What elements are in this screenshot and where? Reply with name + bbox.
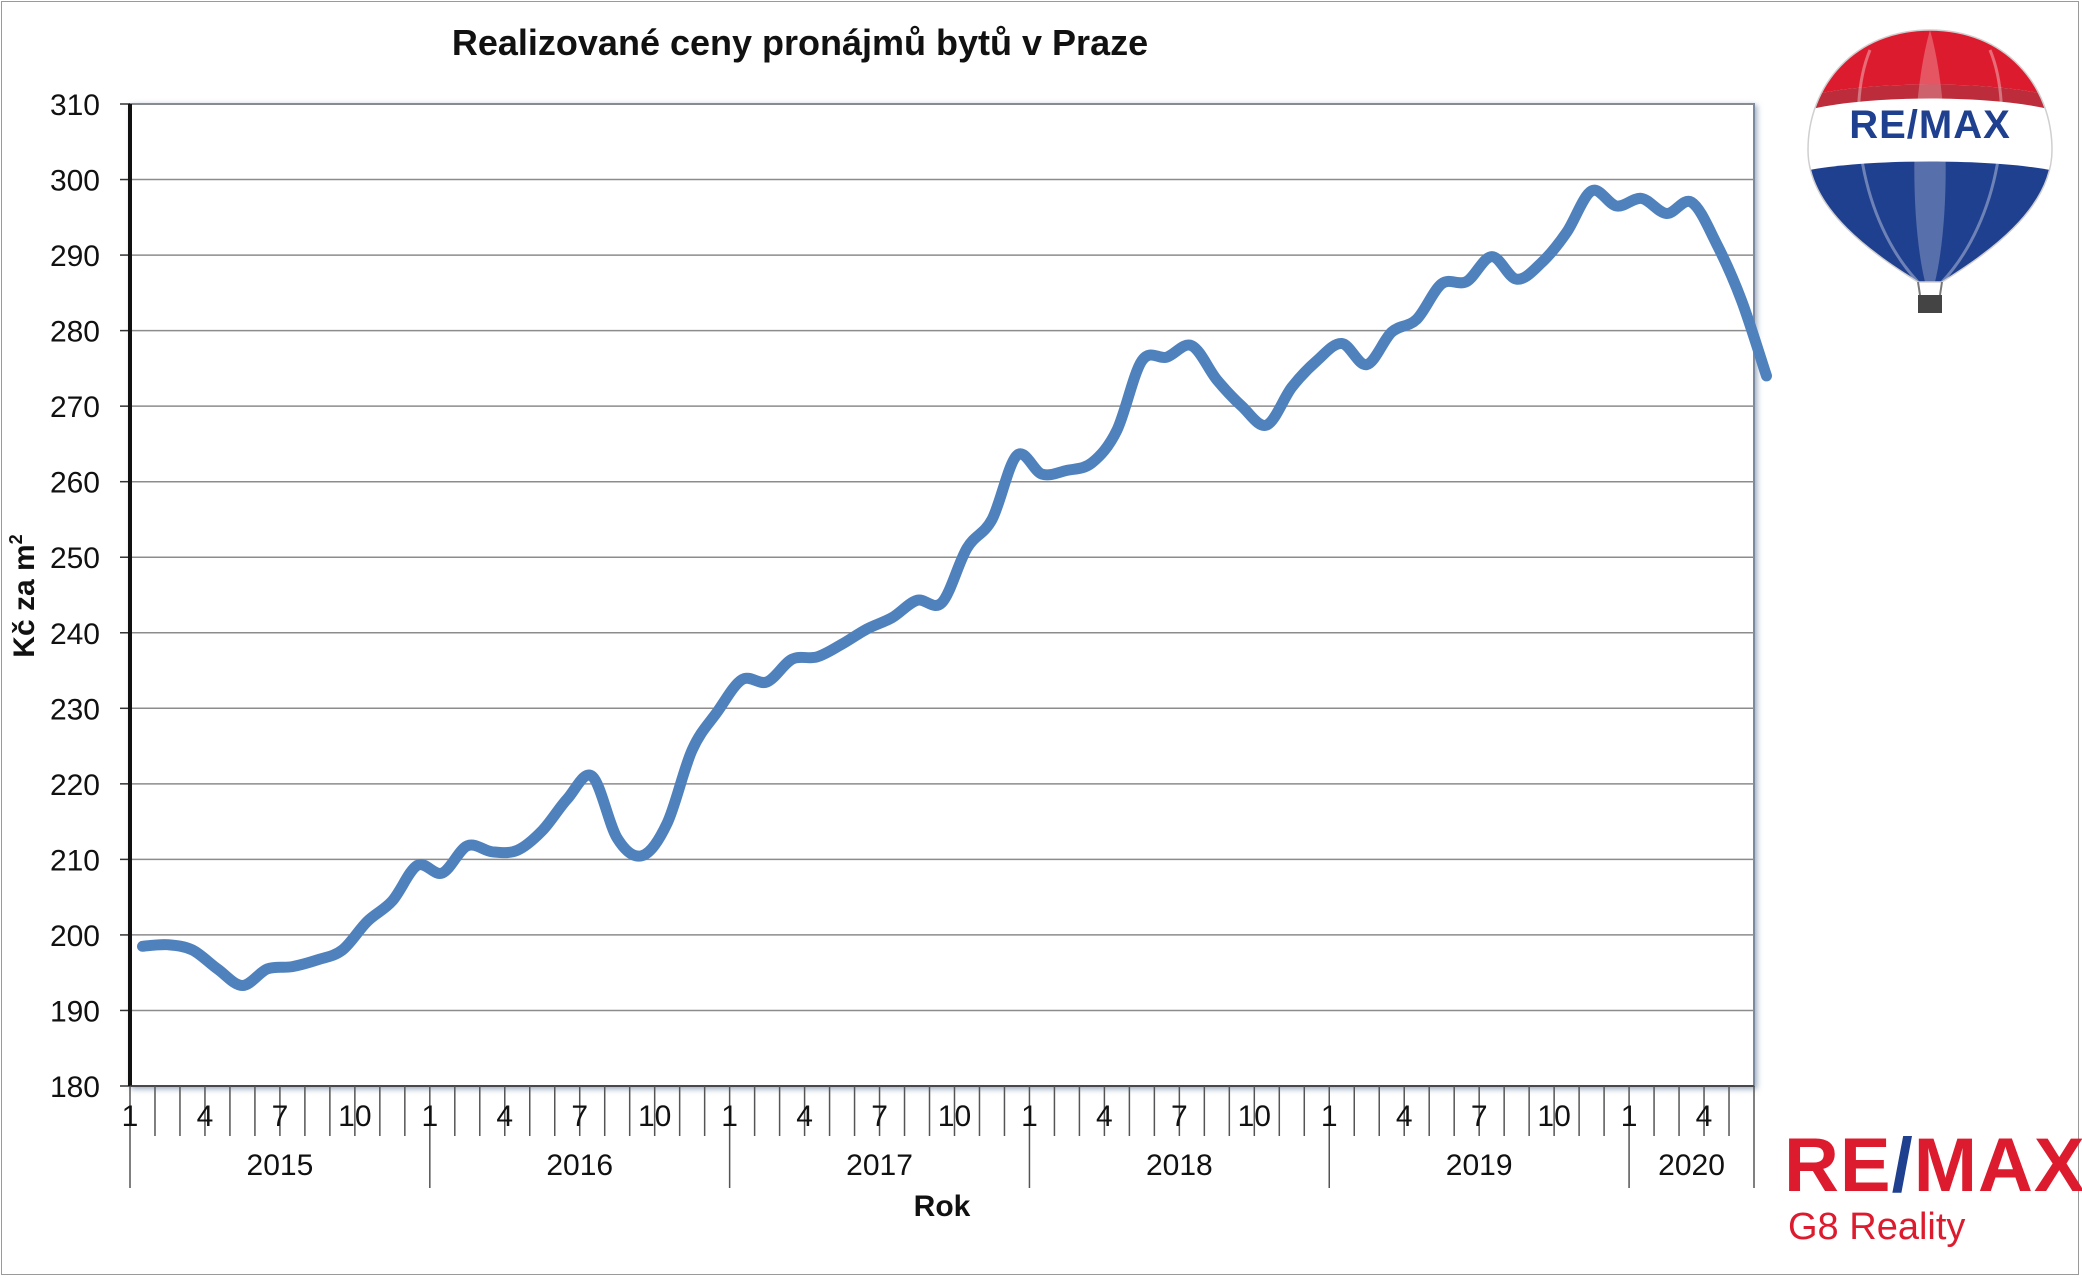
- x-month-label: 4: [1696, 1100, 1713, 1133]
- x-month-label: 4: [1096, 1100, 1113, 1133]
- y-axis-label-superscript: 2: [6, 534, 26, 545]
- y-tick-label: 290: [50, 240, 100, 273]
- y-tick-label: 280: [50, 316, 100, 349]
- y-tick-label: 240: [50, 618, 100, 651]
- remax-wordmark: RE/MAX: [1784, 1128, 2082, 1204]
- x-year-label: 2020: [1658, 1149, 1725, 1182]
- x-year-label: 2018: [1146, 1149, 1213, 1182]
- balloon-brand-text: RE/MAX: [1849, 103, 2011, 147]
- x-month-label: 7: [1171, 1100, 1188, 1133]
- y-axis-label-text: Kč za m: [8, 544, 41, 658]
- x-month-label: 7: [272, 1100, 289, 1133]
- remax-wordmark-max: MAX: [1913, 1123, 2082, 1208]
- x-month-label: 4: [197, 1100, 214, 1133]
- y-tick-label: 310: [50, 89, 100, 122]
- x-year-label: 2017: [846, 1149, 913, 1182]
- x-month-label: 1: [1321, 1100, 1338, 1133]
- y-tick-label: 200: [50, 920, 100, 953]
- x-month-label: 7: [571, 1100, 588, 1133]
- y-tick-label: 180: [50, 1071, 100, 1104]
- y-tick-label: 220: [50, 769, 100, 802]
- chart-title: Realizované ceny pronájmů bytů v Praze: [451, 22, 1149, 63]
- x-year-label: 2015: [247, 1149, 314, 1182]
- x-year-label: 2016: [546, 1149, 613, 1182]
- x-month-label: 1: [1021, 1100, 1038, 1133]
- x-month-label: 10: [638, 1100, 671, 1133]
- x-month-label: 10: [338, 1100, 371, 1133]
- x-month-label: 10: [1537, 1100, 1570, 1133]
- x-month-label: 7: [1471, 1100, 1488, 1133]
- x-month-label: 4: [796, 1100, 813, 1133]
- y-tick-label: 250: [50, 542, 100, 575]
- y-tick-label: 260: [50, 467, 100, 500]
- x-month-label: 10: [938, 1100, 971, 1133]
- y-tick-label: 210: [50, 844, 100, 877]
- y-tick-label: 230: [50, 693, 100, 726]
- y-axis-label: Kč za m2: [6, 534, 42, 657]
- remax-office-name: G8 Reality: [1788, 1206, 1966, 1248]
- x-month-label: 10: [1238, 1100, 1271, 1133]
- remax-balloon-logo: RE/MAX: [1807, 29, 2053, 313]
- y-tick-label: 190: [50, 995, 100, 1028]
- y-tick-label: 300: [50, 165, 100, 198]
- x-month-label: 1: [122, 1100, 139, 1133]
- remax-wordmark-slash: /: [1891, 1123, 1914, 1208]
- remax-wordmark-re: RE: [1784, 1123, 1892, 1208]
- y-tick-label: 270: [50, 391, 100, 424]
- x-month-label: 4: [496, 1100, 513, 1133]
- x-month-label: 7: [871, 1100, 888, 1133]
- x-year-label: 2019: [1446, 1149, 1513, 1182]
- x-month-label: 1: [421, 1100, 438, 1133]
- x-month-label: 1: [721, 1100, 738, 1133]
- x-axis-label: Rok: [913, 1190, 971, 1223]
- x-month-label: 1: [1621, 1100, 1638, 1133]
- x-month-label: 4: [1396, 1100, 1413, 1133]
